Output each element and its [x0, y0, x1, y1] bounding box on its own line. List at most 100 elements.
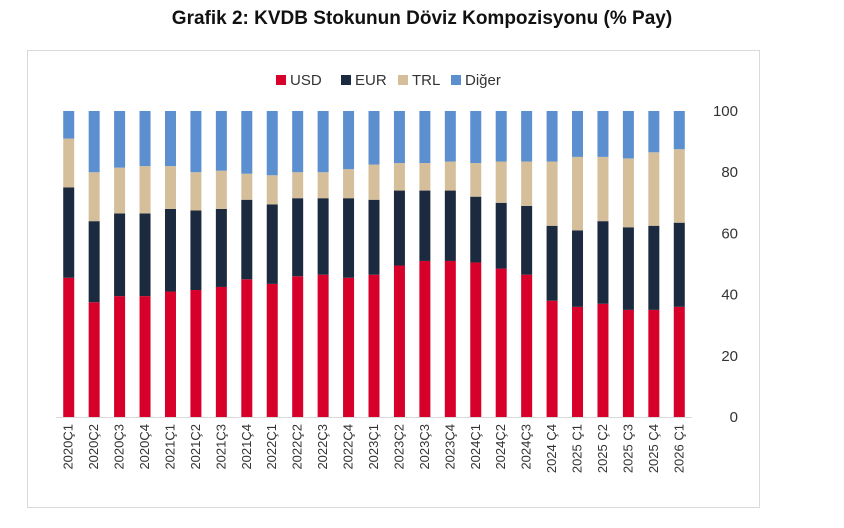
legend-label-trl: TRL — [412, 72, 440, 89]
y-tick-label: 0 — [730, 409, 738, 426]
x-tick-label: 2020Ç1 — [61, 424, 76, 470]
bar-segment-eur-4 — [164, 208, 176, 292]
bar-segment-trl-21 — [597, 156, 609, 222]
bar-segment-usd-16 — [470, 262, 482, 417]
bar-segment-dier-3 — [139, 111, 151, 167]
bar-segment-dier-16 — [470, 111, 482, 164]
bar-segment-eur-1 — [88, 221, 100, 303]
bar-segment-usd-8 — [266, 283, 278, 417]
x-tick-label: 2025 Ç4 — [646, 424, 661, 473]
x-tick-label: 2023Ç1 — [366, 424, 381, 470]
page-title: Grafik 2: KVDB Stokunun Döviz Kompozisyo… — [171, 8, 673, 29]
bar-segment-dier-14 — [419, 111, 431, 164]
bar-segment-trl-23 — [648, 152, 660, 226]
bar-segment-eur-13 — [393, 190, 405, 266]
legend-label-dier: Diğer — [465, 72, 501, 89]
bar-segment-trl-20 — [572, 156, 584, 231]
bar-segment-eur-23 — [648, 225, 660, 310]
legend-label-usd: USD — [290, 72, 322, 89]
x-tick-label: 2025 Ç1 — [570, 424, 585, 473]
bar-segment-usd-13 — [393, 265, 405, 417]
bar-segment-eur-14 — [419, 190, 431, 261]
y-tick-label: 20 — [721, 348, 738, 365]
bar-segment-eur-0 — [63, 187, 75, 278]
bar-segment-trl-14 — [419, 163, 431, 191]
bar-segment-eur-17 — [495, 202, 507, 269]
x-tick-label: 2023Ç3 — [417, 424, 432, 470]
bar-segment-trl-0 — [63, 138, 75, 188]
bar-segment-usd-10 — [317, 274, 329, 417]
bar-segment-eur-10 — [317, 198, 329, 275]
bar-segment-usd-4 — [164, 291, 176, 417]
bar-segment-dier-5 — [190, 111, 202, 173]
legend-swatch-dier — [451, 75, 461, 85]
bar-segment-trl-6 — [215, 170, 227, 209]
x-tick-label: 2024Ç2 — [493, 424, 508, 470]
bar-segment-usd-0 — [63, 277, 75, 417]
bar-segment-dier-4 — [164, 111, 176, 167]
bars — [63, 111, 685, 417]
bar-segment-usd-7 — [241, 279, 253, 417]
bar-segment-usd-11 — [343, 277, 355, 417]
bar-segment-eur-16 — [470, 196, 482, 263]
bar-segment-eur-9 — [292, 198, 304, 277]
x-tick-label: 2021Ç4 — [239, 424, 254, 470]
bar-segment-trl-7 — [241, 173, 253, 200]
chart-frame — [27, 50, 760, 508]
bar-segment-usd-15 — [444, 260, 456, 417]
bar-segment-eur-21 — [597, 221, 609, 304]
x-axis: 2020Ç1 2020Ç2 2020Ç3 2020Ç4 2021Ç1 2021Ç2 2021… — [56, 417, 692, 473]
bar-segment-dier-22 — [622, 111, 634, 159]
x-tick-label: 2021Ç3 — [213, 424, 228, 470]
bar-segment-trl-19 — [546, 161, 558, 226]
bar-segment-usd-24 — [673, 306, 685, 417]
bar-segment-trl-3 — [139, 166, 151, 214]
bar-segment-dier-0 — [63, 111, 75, 139]
bar-segment-dier-7 — [241, 111, 253, 174]
legend: USD EUR TRL Diğer — [276, 72, 501, 89]
bar-segment-usd-12 — [368, 274, 380, 417]
x-tick-label: 2020Ç2 — [86, 424, 101, 470]
bar-segment-trl-17 — [495, 161, 507, 203]
bar-segment-dier-11 — [343, 111, 355, 170]
bar-segment-dier-10 — [317, 111, 329, 173]
bar-segment-eur-3 — [139, 213, 151, 297]
bar-segment-trl-18 — [521, 161, 533, 206]
bar-segment-usd-22 — [622, 309, 634, 417]
y-tick-label: 80 — [721, 164, 738, 181]
bar-segment-trl-15 — [444, 161, 456, 191]
x-tick-label: 2022Ç2 — [290, 424, 305, 470]
x-tick-label: 2025 Ç3 — [620, 424, 635, 473]
bar-segment-dier-21 — [597, 111, 609, 157]
bar-segment-eur-15 — [444, 190, 456, 261]
bar-segment-eur-11 — [343, 198, 355, 278]
bar-segment-dier-17 — [495, 111, 507, 162]
bar-segment-eur-22 — [622, 227, 634, 310]
bar-segment-eur-24 — [673, 222, 685, 307]
bar-segment-usd-9 — [292, 276, 304, 417]
bar-segment-eur-7 — [241, 199, 253, 280]
x-tick-label: 2025 Ç2 — [595, 424, 610, 473]
bar-segment-eur-5 — [190, 210, 202, 291]
bar-segment-usd-14 — [419, 260, 431, 417]
bar-segment-usd-20 — [572, 306, 584, 417]
bar-segment-eur-2 — [114, 213, 126, 297]
bar-segment-trl-24 — [673, 149, 685, 223]
x-tick-label: 2020Ç3 — [112, 424, 127, 470]
bar-segment-dier-23 — [648, 111, 660, 153]
y-tick-label: 40 — [721, 287, 738, 304]
bar-segment-trl-22 — [622, 158, 634, 228]
bar-segment-dier-15 — [444, 111, 456, 162]
y-axis: 0 20 40 60 80 100 — [713, 103, 738, 426]
bar-segment-eur-6 — [215, 208, 227, 287]
bar-segment-dier-2 — [114, 111, 126, 168]
bar-segment-eur-12 — [368, 199, 380, 275]
bar-segment-eur-20 — [572, 230, 584, 307]
bar-segment-dier-18 — [521, 111, 533, 162]
legend-label-eur: EUR — [355, 72, 387, 89]
bar-segment-trl-13 — [393, 163, 405, 191]
bar-segment-usd-18 — [521, 274, 533, 417]
y-tick-label: 60 — [721, 225, 738, 242]
bar-segment-dier-13 — [393, 111, 405, 164]
x-tick-label: 2022Ç1 — [264, 424, 279, 470]
